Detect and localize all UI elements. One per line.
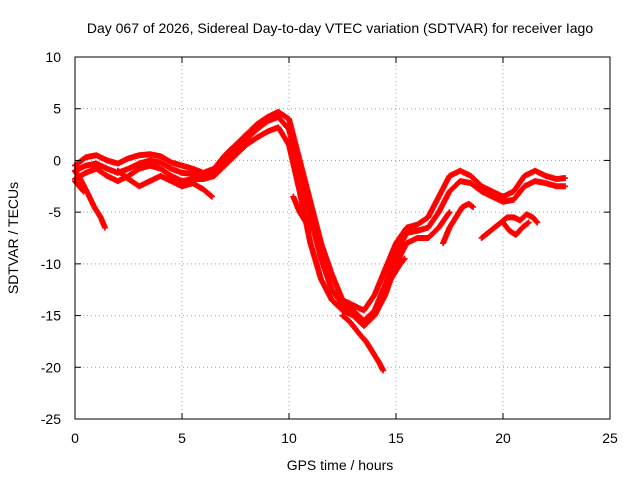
series-arc-6 [114, 167, 215, 200]
series-arc-8 [339, 312, 387, 374]
data-series [72, 108, 569, 374]
data-point [525, 219, 532, 226]
data-point [445, 210, 452, 217]
series-arc-4 [72, 167, 108, 231]
x-tick-label: 0 [71, 430, 79, 446]
y-tick-label: -10 [41, 256, 61, 272]
data-point [470, 203, 477, 210]
data-point [380, 367, 387, 374]
x-tick-label: 25 [602, 430, 618, 446]
y-tick-label: 5 [53, 101, 61, 117]
series-arc-7 [290, 193, 314, 231]
data-point [79, 187, 86, 194]
y-axis-label: SDTVAR / TECUs [5, 182, 21, 294]
y-tick-label: -20 [41, 359, 61, 375]
data-point [80, 188, 87, 195]
x-tick-label: 15 [388, 430, 404, 446]
series-arc-9 [371, 255, 408, 319]
series-arc-11 [478, 211, 541, 241]
y-tick-label: -25 [41, 411, 61, 427]
x-tick-label: 10 [281, 430, 297, 446]
y-tick-label: -15 [41, 308, 61, 324]
y-tick-label: 10 [45, 49, 61, 65]
series-arc-10 [440, 200, 477, 247]
data-point [208, 193, 215, 200]
data-point [524, 220, 531, 227]
data-point [534, 219, 541, 226]
series-arc-12 [500, 219, 532, 238]
data-point [207, 192, 214, 199]
series-arc-5 [72, 178, 87, 195]
y-tick-label: 0 [53, 152, 61, 168]
data-point [306, 223, 313, 230]
data-point [401, 255, 408, 262]
x-axis-label: GPS time / hours [287, 457, 394, 473]
plot-frame [74, 56, 611, 420]
data-point [562, 183, 569, 190]
y-tick-label: -5 [49, 204, 62, 220]
data-point [533, 218, 540, 225]
data-point [400, 256, 407, 263]
axis-ticks: 0 5 10 15 20 25 -25 -20 -15 -10 -5 0 5 10 [41, 49, 618, 446]
chart-title: Day 067 of 2026, Sidereal Day-to-day VTE… [87, 20, 594, 36]
x-tick-label: 5 [178, 430, 186, 446]
data-point [562, 175, 569, 182]
series-arc-2 [72, 113, 569, 324]
data-point [307, 224, 314, 231]
data-point [101, 224, 108, 231]
x-tick-label: 20 [495, 430, 511, 446]
grid [75, 57, 610, 419]
data-point [446, 209, 453, 216]
